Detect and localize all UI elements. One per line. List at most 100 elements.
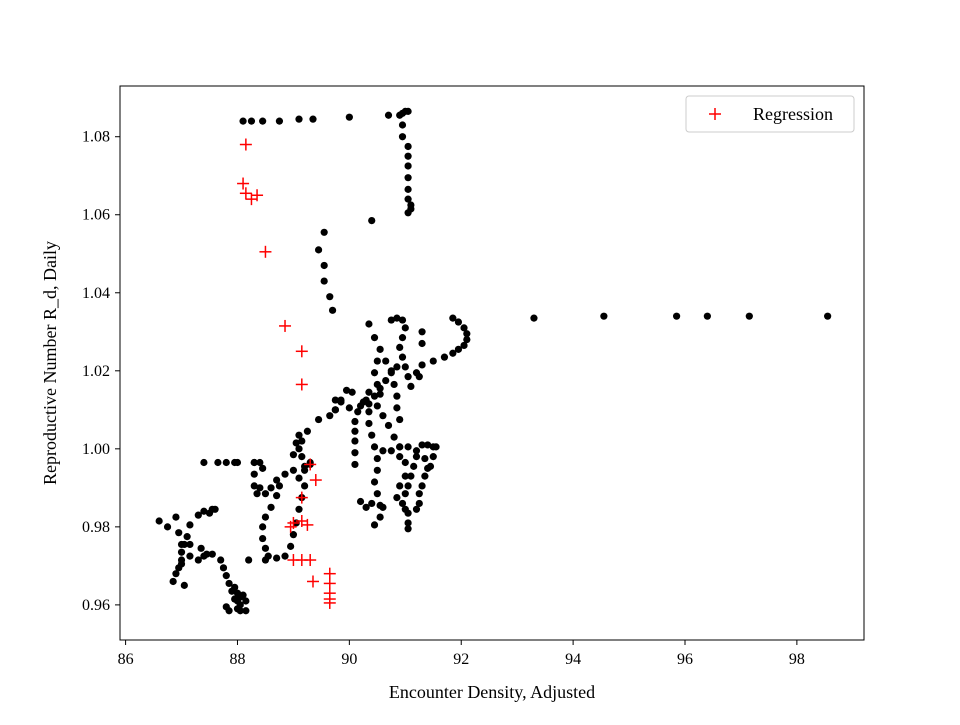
observed-point	[273, 492, 281, 500]
observed-point	[424, 464, 432, 472]
regression-point	[301, 518, 314, 531]
x-tick-label: 88	[229, 651, 245, 668]
observed-point	[287, 542, 295, 550]
observed-point	[449, 349, 457, 357]
observed-point	[365, 388, 373, 396]
observed-point	[326, 293, 334, 301]
observed-point	[250, 470, 258, 478]
observed-point	[172, 513, 180, 521]
observed-point	[418, 361, 426, 369]
x-tick-label: 96	[677, 651, 693, 668]
observed-point	[320, 228, 328, 236]
observed-point	[412, 453, 421, 461]
y-tick-label: 1.08	[82, 129, 110, 146]
observed-point	[418, 482, 426, 490]
regression-point	[304, 554, 317, 567]
observed-point	[421, 472, 429, 480]
observed-point	[398, 334, 407, 342]
observed-point	[379, 447, 387, 455]
observed-point	[407, 382, 415, 391]
observed-point	[460, 341, 468, 350]
observed-point	[412, 447, 421, 455]
y-tick-label: 1.02	[82, 363, 110, 380]
observed-point	[418, 328, 426, 336]
y-axis-ticks: 0.96 0.98 1.00 1.02 1.04 1.06 1.08	[82, 129, 120, 614]
observed-point	[404, 174, 412, 182]
observed-point	[289, 466, 298, 474]
y-axis-label: Reproductive Number R_d, Daily	[40, 241, 60, 485]
observed-point	[401, 490, 409, 498]
observed-point	[401, 363, 409, 371]
observed-point	[200, 458, 208, 467]
observed-point	[295, 431, 303, 439]
regression-point	[279, 319, 292, 332]
observed-point	[432, 443, 440, 451]
observed-point	[186, 540, 194, 549]
observed-point	[295, 445, 303, 453]
observed-point	[412, 505, 421, 513]
observed-point	[303, 427, 311, 435]
observed-point	[169, 577, 177, 586]
y-tick-label: 0.96	[82, 597, 110, 614]
observed-point	[365, 408, 373, 416]
observed-point	[404, 443, 412, 451]
observed-point	[365, 320, 373, 328]
observed-point	[396, 415, 404, 424]
x-axis-ticks: 86 88 90 92 94 96 98	[118, 640, 805, 668]
observed-point	[365, 400, 373, 408]
observed-point	[404, 185, 412, 193]
observed-point	[222, 572, 230, 580]
observed-point	[351, 460, 359, 469]
observed-point	[404, 195, 412, 203]
observed-point	[373, 402, 381, 410]
observed-point	[351, 437, 359, 445]
observed-point	[396, 482, 404, 490]
legend-box	[685, 95, 855, 133]
observed-point	[460, 324, 468, 332]
observed-point	[415, 373, 423, 381]
observed-point	[261, 490, 270, 498]
observed-point	[289, 451, 298, 459]
observed-point	[370, 478, 379, 486]
observed-point	[236, 607, 244, 615]
legend-label-regression: Regression	[753, 104, 833, 124]
observed-point	[530, 314, 538, 322]
observed-point	[275, 482, 284, 490]
observed-point	[231, 583, 239, 591]
observed-point	[273, 476, 281, 484]
observed-point	[177, 560, 186, 568]
observed-point	[393, 493, 401, 502]
observed-point	[236, 601, 244, 609]
observed-point	[370, 392, 379, 400]
observed-point	[370, 369, 379, 377]
observed-point	[401, 505, 409, 513]
observed-point	[348, 388, 356, 396]
observed-point	[398, 316, 407, 324]
observed-point	[373, 357, 381, 365]
observed-point	[351, 417, 359, 426]
observed-point	[404, 142, 412, 151]
observed-point	[387, 316, 395, 324]
observed-point	[301, 466, 309, 474]
y-tick-label: 0.98	[82, 519, 110, 536]
regression-point	[295, 378, 308, 391]
observed-point	[320, 277, 328, 285]
observed-point	[186, 521, 194, 529]
x-tick-label: 92	[453, 651, 469, 668]
observed-point	[404, 107, 412, 115]
observed-point	[242, 607, 250, 615]
observed-point	[390, 433, 398, 441]
observed-point	[368, 499, 376, 508]
observed-point	[295, 474, 303, 482]
observed-point	[370, 521, 379, 529]
observed-point	[424, 441, 432, 449]
observed-point	[407, 472, 415, 480]
observed-point	[404, 482, 412, 490]
observed-point	[314, 415, 323, 424]
observed-point	[354, 408, 362, 416]
observed-point	[177, 548, 186, 556]
observed-point	[289, 531, 298, 539]
observed-point	[314, 246, 323, 254]
data-points-layer	[155, 107, 832, 615]
regression-point	[259, 245, 272, 258]
